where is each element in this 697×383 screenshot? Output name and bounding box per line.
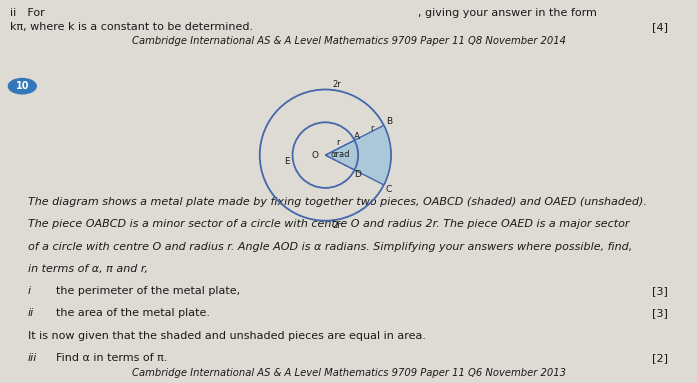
Text: the perimeter of the metal plate,: the perimeter of the metal plate, [56,286,240,296]
Text: D: D [354,170,360,179]
Text: 10: 10 [15,81,29,91]
Wedge shape [325,125,391,185]
Text: Cambridge International AS & A Level Mathematics 9709 Paper 11 Q6 November 2013: Cambridge International AS & A Level Mat… [132,368,565,378]
Text: kπ, where k is a constant to be determined.: kπ, where k is a constant to be determin… [10,22,254,32]
Text: The diagram shows a metal plate made by fixing together two pieces, OABCD (shade: The diagram shows a metal plate made by … [28,197,647,207]
Text: [3]: [3] [652,286,668,296]
Text: B: B [385,117,392,126]
Text: C: C [385,185,392,194]
Text: , giving your answer in the form: , giving your answer in the form [418,8,597,18]
Text: Find α in terms of π.: Find α in terms of π. [56,353,167,363]
Text: 2r: 2r [332,80,341,89]
Text: [3]: [3] [652,308,668,318]
Circle shape [8,79,36,94]
Text: 2r: 2r [332,221,341,230]
Text: O: O [311,151,318,160]
Text: in terms of α, π and r,: in terms of α, π and r, [28,264,148,274]
Text: E: E [284,157,289,165]
Text: Cambridge International AS & A Level Mathematics 9709 Paper 11 Q8 November 2014: Cambridge International AS & A Level Mat… [132,36,565,46]
Text: The piece OABCD is a minor sector of a circle with centre O and radius 2r. The p: The piece OABCD is a minor sector of a c… [28,219,629,229]
Text: r: r [371,124,374,133]
Text: [4]: [4] [652,22,668,32]
Text: iii: iii [28,353,37,363]
Text: αrad: αrad [330,150,350,159]
Text: It is now given that the shaded and unshaded pieces are equal in area.: It is now given that the shaded and unsh… [28,331,426,340]
Text: r: r [337,138,340,147]
Text: i: i [28,286,31,296]
Text: [2]: [2] [652,353,668,363]
Text: ii: ii [28,308,34,318]
Text: the area of the metal plate.: the area of the metal plate. [56,308,210,318]
Text: ii For: ii For [10,8,45,18]
Text: of a circle with centre O and radius r. Angle AOD is α radians. Simplifying your: of a circle with centre O and radius r. … [28,242,632,252]
Text: A: A [354,132,360,141]
